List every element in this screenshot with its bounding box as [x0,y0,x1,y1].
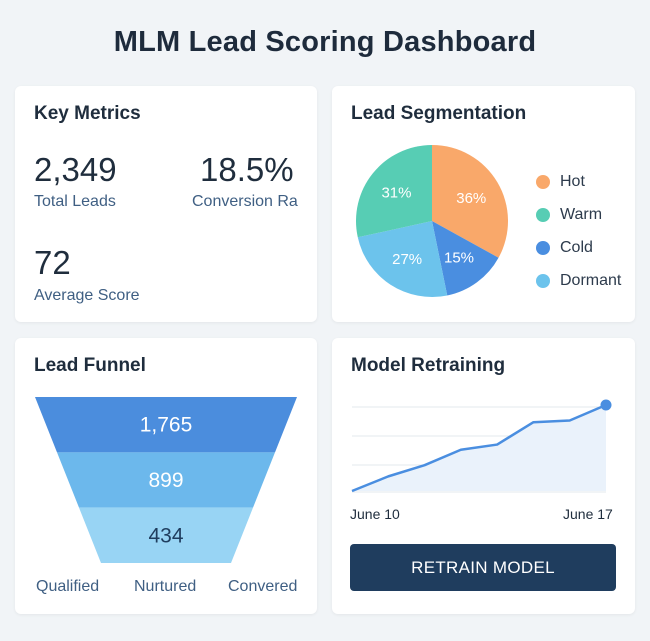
legend-swatch [536,241,550,255]
funnel-label-nurtured: Nurtured [134,578,197,595]
funnel-stage-value: 1,765 [140,414,193,437]
pie-slice-cold [432,221,499,296]
total-leads-label: Total Leads [34,193,116,210]
retrain-model-button[interactable]: RETRAIN MODEL [350,544,616,591]
legend-item-hot: Hot [536,172,585,192]
funnel-stage-value: 899 [148,469,183,492]
legend-swatch [536,208,550,222]
legend-item-dormant: Dormant [536,271,621,291]
pie-label-hot: 36% [456,190,486,207]
legend-swatch [536,175,550,189]
pie-slice-warm [356,145,432,238]
pie-slice-dormant [357,221,448,297]
legend-label: Dormant [560,272,622,289]
funnel-label-qualified: Qualified [36,578,100,595]
pie-label-cold: 15% [444,250,474,267]
funnel-stage-2 [57,452,275,508]
funnel-stage-value: 434 [148,524,183,547]
legend-label: Cold [560,239,593,256]
model-retraining-card: Model Retraining June 10 June 17 RETRAIN… [332,338,635,614]
lead-segmentation-title: Lead Segmentation [351,103,527,124]
model-retraining-title: Model Retraining [351,355,506,376]
key-metrics-title: Key Metrics [34,103,141,124]
legend-item-warm: Warm [536,205,602,225]
lead-funnel-card: Lead Funnel 1,765 899 434 Qualified Nurtur… [15,338,317,614]
conversion-rate-label: Conversion Ra [192,193,298,210]
start-date-label: June 10 [350,506,400,522]
legend-label: Hot [560,173,585,190]
key-metrics-card: Key Metrics 2,349 Total Leads 18.5% Conv… [15,86,317,322]
average-score-label: Average Score [34,287,140,304]
end-date-label: June 17 [563,506,613,522]
legend-item-cold: Cold [536,238,593,258]
total-leads-value: 2,349 [34,151,117,188]
pie-slice-hot [432,145,508,258]
funnel-stage-3 [79,507,253,563]
lead-segmentation-card: Lead Segmentation 36% 15% 27% 31% Hot Warm Co… [332,86,635,322]
pie-label-dormant: 27% [392,251,422,268]
legend-swatch [536,274,550,288]
funnel-stage-1 [35,397,297,453]
funnel-chart: 1,765 899 434 [35,397,297,563]
segmentation-pie-chart: 36% 15% 27% 31% [356,145,508,297]
latest-point [600,399,612,411]
series-line [351,403,607,493]
funnel-label-converted: Convered [228,578,298,595]
pie-label-warm: 31% [381,184,411,201]
average-score-value: 72 [34,244,71,281]
legend-label: Warm [560,206,603,223]
lead-funnel-title: Lead Funnel [34,355,146,376]
conversion-rate-value: 18.5% [200,151,294,188]
retraining-line-chart [351,399,612,493]
page-title: MLM Lead Scoring Dashboard [113,26,537,58]
